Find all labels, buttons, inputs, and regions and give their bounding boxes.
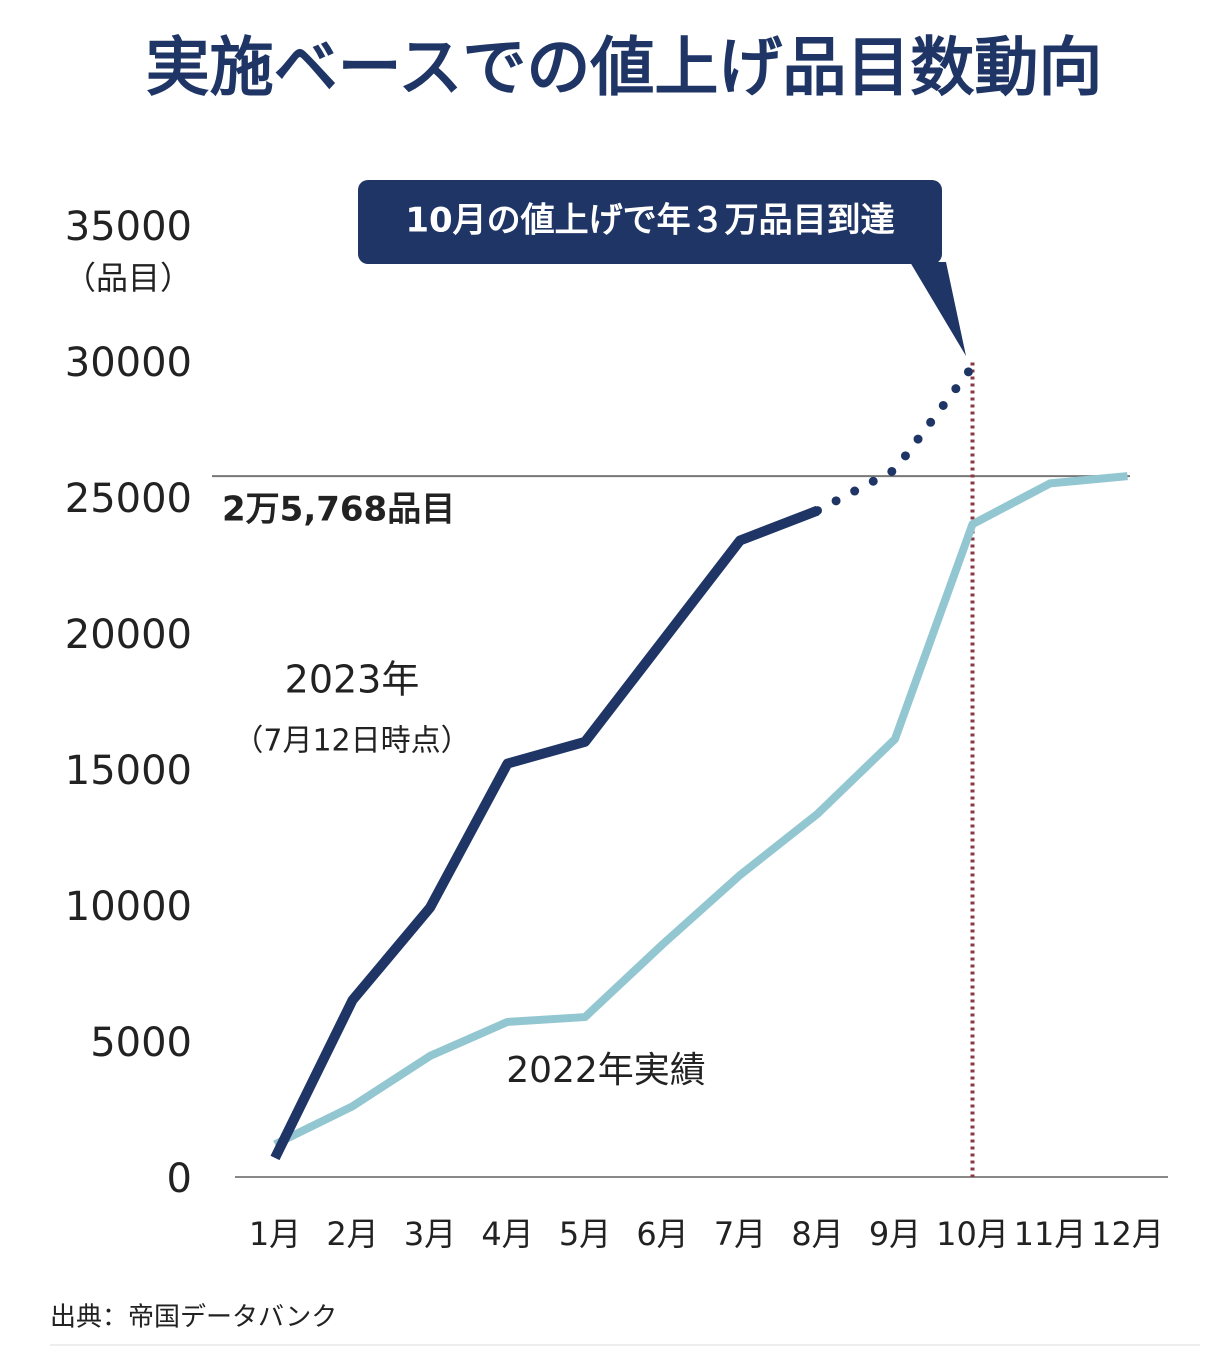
y-tick-label: 15000	[65, 748, 192, 794]
y-unit: （品目）	[64, 259, 192, 297]
x-tick-label: 8月	[791, 1215, 843, 1253]
y-tick-label: 10000	[65, 884, 192, 930]
y-tick-label: 20000	[65, 612, 192, 658]
series-label: 2022年実績	[506, 1050, 706, 1091]
x-tick-label: 7月	[714, 1215, 766, 1253]
y-tick-label: 5000	[90, 1020, 192, 1066]
line	[273, 472, 1128, 1148]
line	[270, 505, 820, 1161]
y-tick-label: 0	[167, 1156, 192, 1202]
y-tick-label: 30000	[65, 340, 192, 386]
x-tick-label: 5月	[559, 1215, 611, 1253]
x-tick-label: 4月	[481, 1215, 533, 1253]
annotation: 10月の値上げで年３万品目到達	[405, 201, 894, 241]
x-tick-label: 3月	[404, 1215, 456, 1253]
series-note: （7月12日時点）	[233, 724, 470, 759]
series-label: 2023年	[285, 658, 420, 702]
x-tick-label: 9月	[869, 1215, 921, 1253]
x-tick-label: 11月	[1014, 1215, 1087, 1253]
reference-label: 2万5,768品目	[222, 490, 455, 530]
x-tick-label: 2月	[326, 1215, 378, 1253]
annotation-box	[358, 180, 942, 264]
chart-title: 実施ベースでの値上げ品目数動向	[146, 32, 1103, 106]
annotation-pointer	[910, 262, 966, 356]
x-tick-label: 10月	[936, 1215, 1009, 1253]
x-tick-label: 6月	[636, 1215, 688, 1253]
line	[813, 361, 977, 516]
x-tick-label: 1月	[249, 1215, 301, 1253]
y-tick-label: 25000	[65, 476, 192, 522]
x-tick-label: 12月	[1091, 1215, 1164, 1253]
y-tick-label: 35000	[65, 204, 192, 250]
source: 出典：帝国データバンク	[50, 1303, 337, 1333]
